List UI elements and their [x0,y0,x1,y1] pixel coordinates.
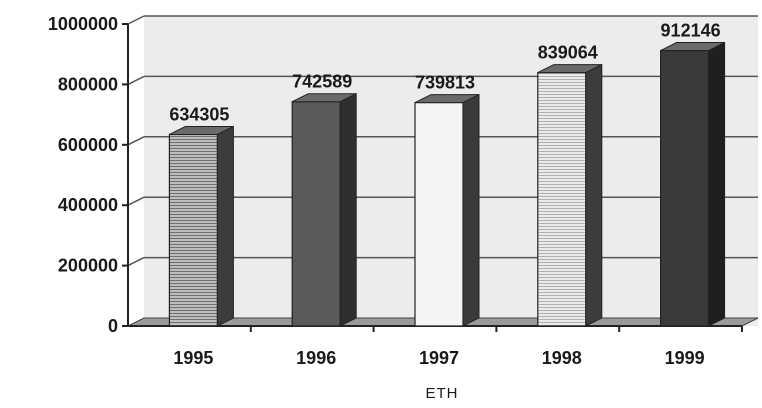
bar-1998 [537,63,603,327]
y-axis-ticks: 0 200000 400000 600000 800000 1000000 [48,14,128,336]
bar-front [168,133,218,327]
bars [168,41,726,327]
y-tick-label: 400000 [58,195,118,215]
x-category-label: 1996 [296,348,336,368]
bar-front [537,72,587,327]
bar-1999 [659,41,726,327]
y-tick-label: 600000 [58,135,118,155]
gridline-depth [127,136,145,146]
gridline-depth [127,196,145,206]
gridline-depth [127,15,145,25]
bar-top [169,125,234,135]
bar-front [291,101,341,327]
data-labels: 634305 742589 739813 839064 912146 [169,21,720,125]
bar-top [537,64,603,74]
data-label-1999: 912146 [661,21,721,41]
bar-front [659,49,710,327]
y-tick-label: 200000 [58,256,118,276]
x-category-label: 1998 [542,348,582,368]
bar-side [462,93,480,327]
bar-1995 [168,125,234,327]
bar-1996 [291,92,357,327]
x-category-label: 1995 [173,348,213,368]
bar-side [216,125,234,327]
bar-side [339,92,357,327]
data-label-1995: 634305 [169,104,229,124]
y-tick-label: 1000000 [48,14,118,34]
y-tick-label: 0 [108,316,118,336]
bar-front [414,101,464,327]
bar-top [660,42,725,52]
bar-side [585,63,603,327]
bar-top [414,94,480,104]
gridline-depth [127,75,145,86]
data-label-1996: 742589 [292,72,352,92]
x-category-label: 1997 [419,348,459,368]
bar-top [291,93,357,103]
bar-1997 [414,93,480,327]
gridline-depth [127,256,145,267]
x-axis-title: ETH [426,385,459,402]
x-category-label: 1999 [665,348,705,368]
data-label-1998: 839064 [538,43,598,63]
data-label-1997: 739813 [415,73,475,93]
bar-side [708,41,726,327]
x-axis-categories: 1995 1996 1997 1998 1999 [173,326,743,368]
y-tick-label: 800000 [58,74,118,94]
